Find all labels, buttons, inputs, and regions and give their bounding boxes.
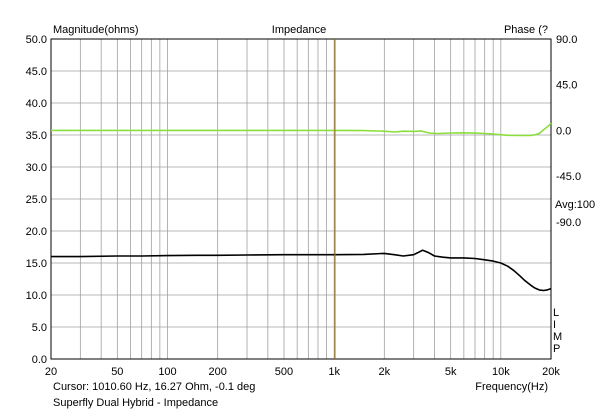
tick-labels: 20 50 100 200 500 1k 2k 5k 10k 20k 0.0 5.0 10.0 15.0 2… <box>26 34 582 378</box>
x-tick-label: 200 <box>208 366 226 378</box>
x-tick-label: 5k <box>445 366 457 378</box>
x-tick-label: 10k <box>492 366 510 378</box>
y-left-tick-label: 5.0 <box>32 322 47 334</box>
y-right-tick-label: 90.0 <box>556 34 577 46</box>
chart-caption: Superfly Dual Hybrid - Impedance <box>53 397 218 409</box>
chart-title: Impedance <box>272 24 326 36</box>
series-line-magnitude <box>51 249 552 292</box>
x-tick-label: 20k <box>542 366 560 378</box>
lim-letter-i: I <box>553 319 556 331</box>
y-left-tick-label: 30.0 <box>26 162 47 174</box>
y-left-tick-label: 25.0 <box>26 194 47 206</box>
series-line-phase <box>51 122 552 137</box>
x-tick-label: 100 <box>158 366 176 378</box>
y-right-tick-label: -45.0 <box>556 171 581 183</box>
plot-frame <box>50 38 552 360</box>
x-tick-label: 500 <box>275 366 293 378</box>
x-tick-label: 50 <box>111 366 123 378</box>
y-right-tick-label: 45.0 <box>556 80 577 92</box>
y-left-tick-label: 20.0 <box>26 226 47 238</box>
lim-letter-l: L <box>553 307 559 319</box>
y-left-tick-label: 35.0 <box>26 130 47 142</box>
y-left-tick-label: 40.0 <box>26 98 47 110</box>
x-tick-label: 2k <box>379 366 391 378</box>
left-axis-label: Magnitude(ohms) <box>53 24 139 36</box>
y-right-tick-label: 0.0 <box>556 125 571 137</box>
x-tick-label: 1k <box>328 366 340 378</box>
right-axis-label: Phase (? <box>504 24 548 36</box>
y-right-tick-label: -90.0 <box>556 217 581 229</box>
series-layer <box>51 122 552 292</box>
cursor-readout: Cursor: 1010.60 Hz, 16.27 Ohm, -0.1 deg <box>53 381 255 393</box>
y-left-tick-label: 45.0 <box>26 66 47 78</box>
y-left-tick-label: 0.0 <box>32 354 47 366</box>
y-left-tick-label: 50.0 <box>26 34 47 46</box>
lim-letter-m: M <box>553 331 562 343</box>
x-axis-label: Frequency(Hz) <box>475 381 548 393</box>
lim-letter-p: P <box>553 343 560 355</box>
x-tick-label: 20 <box>45 366 57 378</box>
avg-label: Avg:100 <box>555 199 595 211</box>
y-left-tick-label: 10.0 <box>26 290 47 302</box>
y-left-tick-label: 15.0 <box>26 258 47 270</box>
